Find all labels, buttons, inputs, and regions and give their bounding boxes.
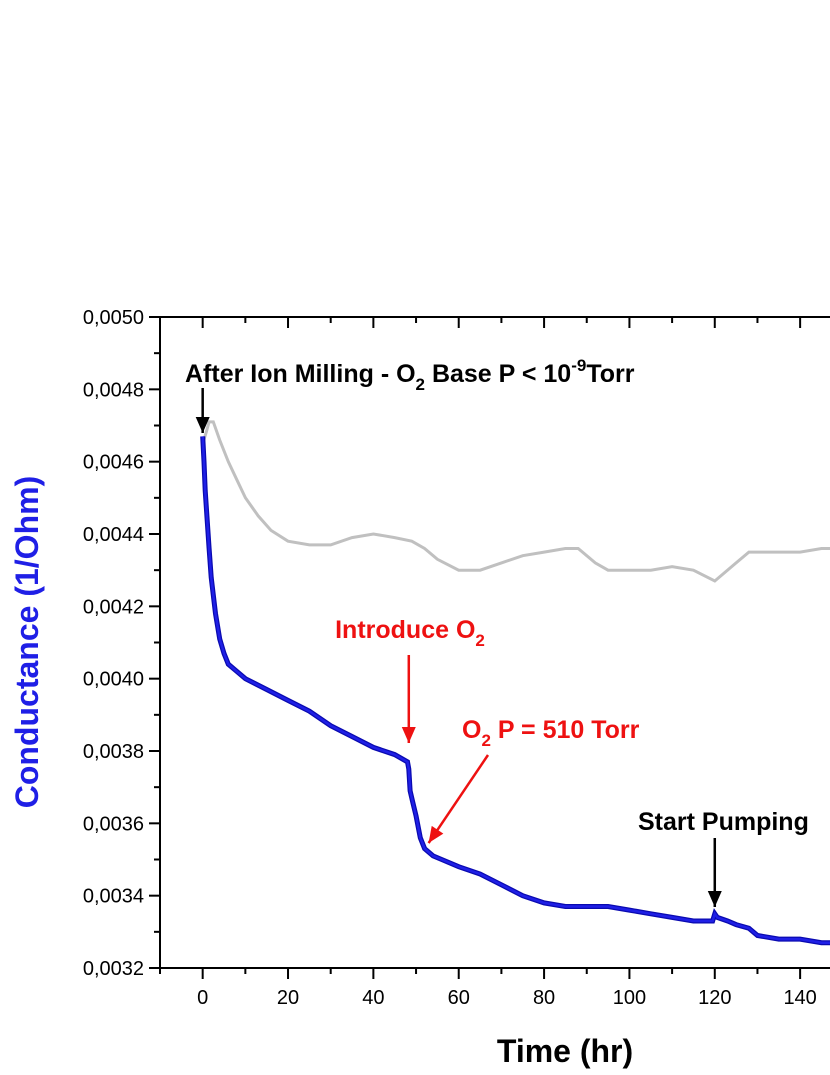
x-tick-label: 100 <box>613 987 646 1009</box>
x-tick-label: 60 <box>448 987 470 1009</box>
o2-pressure-arrow-shaft <box>427 754 490 844</box>
annotation-text: O <box>462 716 481 744</box>
annotation-label: Introduce O2 <box>335 616 485 650</box>
annotation-text2: P = 510 Torr <box>491 716 640 744</box>
conductance-series-line <box>201 436 830 944</box>
x-axis-title: Time (hr) <box>497 1033 633 1069</box>
annotation-label: Start Pumping <box>638 808 809 836</box>
ion-milling-arrow-head <box>195 417 210 433</box>
x-tick-label: 120 <box>698 987 731 1009</box>
y-tick-label: 0,0040 <box>83 669 144 691</box>
x-tick-label: 0 <box>197 987 208 1009</box>
y-tick-label: 0,0036 <box>83 813 144 835</box>
y-tick-label: 0,0038 <box>83 741 144 763</box>
y-tick-label: 0,0034 <box>83 886 144 908</box>
annotation-label: O2 P = 510 Torr <box>462 716 640 750</box>
x-tick-label: 40 <box>362 987 384 1009</box>
annotation-sub: 2 <box>475 631 484 650</box>
y-tick-label: 0,0042 <box>83 596 144 618</box>
x-tick-label: 140 <box>783 987 816 1009</box>
y-axis-title: Conductance (1/Ohm) <box>9 476 45 808</box>
o2-pressure-arrow-head <box>428 825 444 844</box>
y-tick-label: 0,0032 <box>83 958 144 980</box>
x-tick-label: 80 <box>533 987 555 1009</box>
start-pumping-arrow-head <box>707 891 722 907</box>
annotation-text: After Ion Milling - O <box>185 360 416 388</box>
y-tick-label: 0,0048 <box>83 379 144 401</box>
annotation-sup: -9 <box>571 356 586 375</box>
y-tick-label: 0,0046 <box>83 452 144 474</box>
y-tick-label: 0,0050 <box>83 307 144 329</box>
annotation-text: Start Pumping <box>638 808 809 836</box>
annotation-text3: Torr <box>586 360 634 388</box>
annotation-sub: 2 <box>481 731 490 750</box>
introduce-o2-arrow-head <box>401 727 416 743</box>
annotation-layer: After Ion Milling - O2 Base P < 10-9Torr… <box>185 356 809 907</box>
conductance-series-outline <box>200 436 830 946</box>
series-layer <box>200 420 830 946</box>
annotation-text2: Base P < 10 <box>425 360 571 388</box>
annotation-label: After Ion Milling - O2 Base P < 10-9Torr <box>185 356 635 394</box>
x-tick-label: 20 <box>277 987 299 1009</box>
annotation-text: Introduce O <box>335 616 475 644</box>
y-tick-label: 0,0044 <box>83 524 144 546</box>
gray-reference-series-line <box>201 420 830 583</box>
y-axis-ticks: 0,0032 0,0034 0,0036 0,0038 0,0040 0,0042 0,00… <box>83 307 160 980</box>
annotation-sub: 2 <box>416 375 425 394</box>
x-axis-ticks: 0 20 40 60 80 100 120 140 <box>159 317 817 1009</box>
